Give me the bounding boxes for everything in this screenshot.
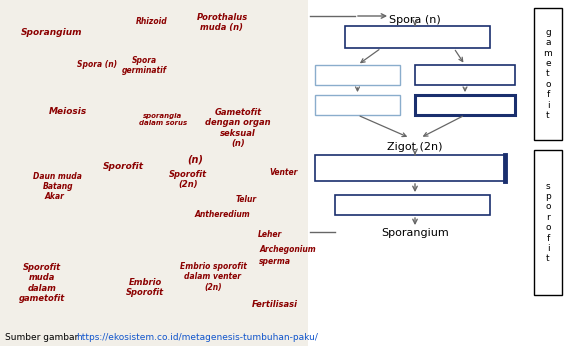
Text: Akar: Akar [44,192,64,201]
Text: Sumber gambar: Sumber gambar [5,333,81,342]
Text: Telur: Telur [235,195,256,204]
Text: Embrio sporofit
dalam venter
(2n): Embrio sporofit dalam venter (2n) [180,262,247,292]
Text: Embrio
Sporofit: Embrio Sporofit [126,278,164,298]
Bar [415,65,515,85]
Text: sperma: sperma [259,257,291,266]
Text: Venter: Venter [270,168,298,177]
Text: Sporangium: Sporangium [381,228,449,238]
Text: Spora (n): Spora (n) [77,60,117,69]
Bar [0,0,308,346]
Text: Leher: Leher [258,230,282,239]
Bar [315,155,505,181]
Text: https://ekosistem.co.id/metagenesis-tumbuhan-paku/: https://ekosistem.co.id/metagenesis-tumb… [76,333,318,342]
Text: Sporofit
(2n): Sporofit (2n) [169,170,207,189]
Text: Fertilisasi: Fertilisasi [252,300,298,309]
Bar [345,26,490,48]
Bar [315,95,400,115]
Text: g
a
m
e
t
o
f
i
t: g a m e t o f i t [544,28,552,120]
Text: s
p
o
r
o
f
i
t: s p o r o f i t [545,182,551,263]
Text: Sporangium: Sporangium [21,28,83,37]
Text: Rhizoid: Rhizoid [136,17,168,26]
Text: Sporofit: Sporofit [103,162,143,171]
Bar [534,150,562,295]
Text: Meiosis: Meiosis [49,107,87,116]
Text: Sporofit
muda
dalam
gametofit: Sporofit muda dalam gametofit [19,263,65,303]
Text: Zigot (2n): Zigot (2n) [387,142,443,152]
Text: Archegonium: Archegonium [260,245,316,254]
Text: Spora (n): Spora (n) [389,15,441,25]
Text: Daun muda: Daun muda [32,172,82,181]
Text: Gametofit
dengan organ
seksual
(n): Gametofit dengan organ seksual (n) [205,108,271,148]
Bar [534,8,562,140]
Bar [415,95,515,115]
Text: Spora
germinatif: Spora germinatif [121,56,167,75]
Bar [315,65,400,85]
Text: Batang: Batang [43,182,73,191]
Bar [335,195,490,215]
Text: sporangia
dalam sorus: sporangia dalam sorus [139,113,187,126]
Text: (n): (n) [187,155,203,165]
Text: Antheredium: Antheredium [194,210,250,219]
Text: Porothalus
muda (n): Porothalus muda (n) [196,13,248,33]
